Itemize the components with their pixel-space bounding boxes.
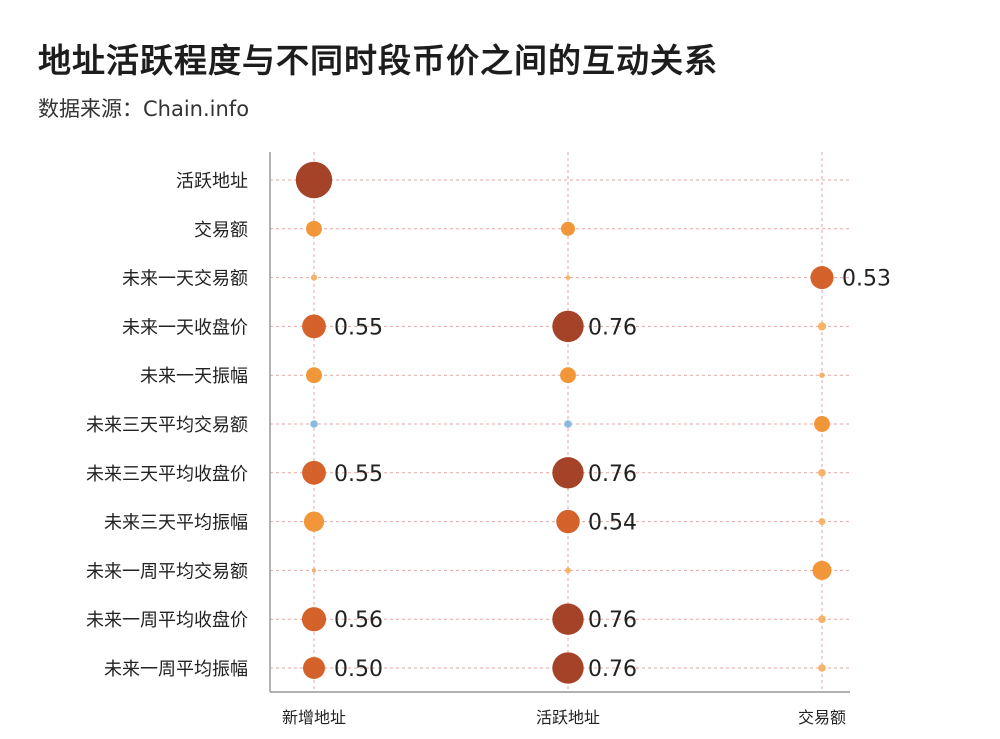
data-label: 0.53 bbox=[842, 267, 891, 292]
column-label: 交易额 bbox=[798, 708, 846, 727]
data-label: 0.55 bbox=[334, 462, 383, 487]
row-label: 未来三天平均交易额 bbox=[86, 415, 248, 436]
bubble bbox=[552, 603, 584, 635]
bubble bbox=[310, 420, 318, 428]
bubbles bbox=[295, 161, 834, 684]
bubble bbox=[812, 560, 832, 580]
data-label: 0.76 bbox=[588, 657, 637, 682]
bubble bbox=[818, 518, 826, 526]
axes bbox=[269, 152, 850, 693]
row-label: 未来三天平均收盘价 bbox=[86, 464, 248, 485]
row-label: 未来三天平均振幅 bbox=[104, 513, 248, 534]
row-label: 未来一周平均振幅 bbox=[104, 659, 248, 680]
row-label: 活跃地址 bbox=[176, 171, 248, 192]
bubble bbox=[565, 567, 571, 574]
row-label: 交易额 bbox=[194, 220, 248, 241]
data-label: 0.50 bbox=[334, 657, 383, 682]
bubble bbox=[560, 221, 576, 236]
data-labels: 0.53 0.55 0.76 0.55 0.76 0.54 0.56 0.76 0.50 0.76 bbox=[334, 267, 891, 682]
bubble bbox=[303, 657, 325, 679]
bubble bbox=[814, 416, 830, 432]
row-label: 未来一天收盘价 bbox=[122, 317, 248, 338]
bubble bbox=[560, 367, 576, 384]
bubble bbox=[818, 469, 826, 477]
bubble bbox=[564, 420, 572, 428]
bubble bbox=[306, 367, 322, 384]
bubble bbox=[818, 615, 826, 623]
bubble bbox=[552, 457, 584, 489]
bubble bbox=[810, 266, 834, 290]
row-label: 未来一天振幅 bbox=[140, 366, 248, 387]
chart-subtitle: 数据来源：Chain.info bbox=[38, 97, 250, 121]
bubble bbox=[302, 314, 326, 339]
data-label: 0.54 bbox=[588, 511, 637, 536]
data-label: 0.76 bbox=[588, 462, 637, 487]
bubble bbox=[552, 652, 584, 684]
bubble bbox=[565, 275, 571, 280]
bubble bbox=[311, 568, 317, 573]
bubble bbox=[303, 511, 325, 532]
row-label: 未来一天交易额 bbox=[122, 269, 248, 290]
column-labels: 新增地址 活跃地址 交易额 bbox=[282, 708, 846, 727]
data-label: 0.55 bbox=[334, 315, 383, 340]
bubble bbox=[302, 460, 326, 485]
data-label: 0.56 bbox=[334, 608, 383, 633]
row-label: 未来一周平均交易额 bbox=[86, 561, 248, 582]
chart-title: 地址活跃程度与不同时段币价之间的互动关系 bbox=[38, 41, 718, 80]
bubble bbox=[556, 509, 580, 534]
bubble bbox=[552, 310, 584, 343]
row-labels: 活跃地址交易额未来一天交易额未来一天收盘价未来一天振幅未来三天平均交易额未来三天… bbox=[86, 171, 248, 680]
column-label: 新增地址 bbox=[282, 708, 346, 727]
bubble bbox=[310, 274, 318, 281]
bubble bbox=[818, 664, 826, 672]
bubble bbox=[301, 607, 327, 632]
bubble bbox=[817, 322, 827, 331]
data-label: 0.76 bbox=[588, 608, 637, 633]
data-label: 0.76 bbox=[588, 315, 637, 340]
column-label: 活跃地址 bbox=[536, 708, 600, 727]
bubble bbox=[306, 220, 322, 237]
row-label: 未来一周平均收盘价 bbox=[86, 610, 248, 631]
bubble bbox=[819, 372, 825, 378]
bubble bbox=[295, 161, 333, 199]
